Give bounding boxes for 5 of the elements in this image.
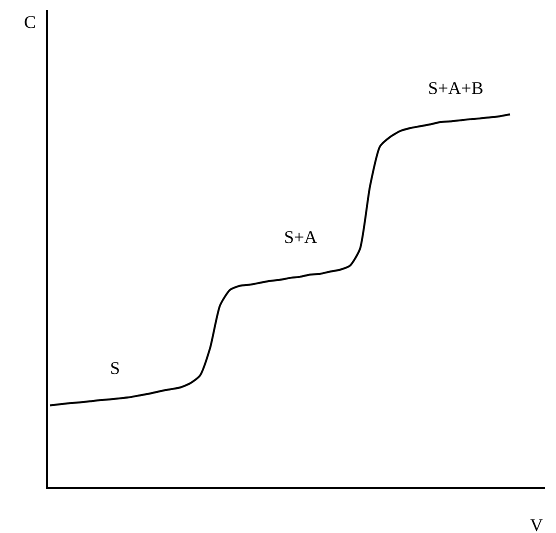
y-axis-title: C (24, 12, 36, 32)
annotation: S+A (284, 227, 318, 247)
annotation: S (110, 358, 120, 378)
text: S+A+B (428, 78, 484, 98)
x-axis-title: V (530, 515, 543, 533)
